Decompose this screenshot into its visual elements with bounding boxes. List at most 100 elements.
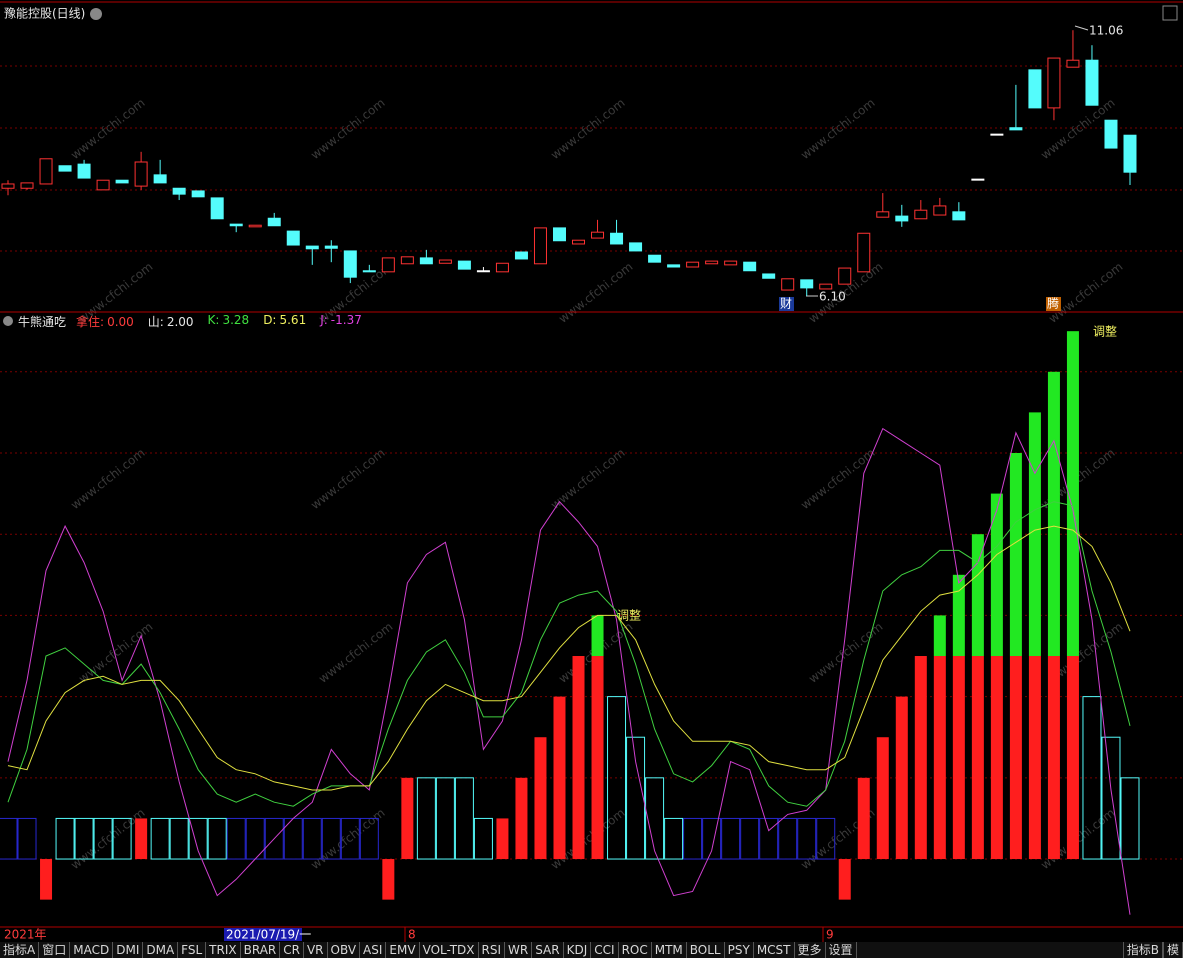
date-axis xyxy=(0,927,1183,942)
hollow-bar xyxy=(55,817,75,860)
readout-label: D: xyxy=(263,313,277,327)
toolbar-tab[interactable]: OBV xyxy=(328,942,361,958)
toolbar-tab[interactable]: BRAR xyxy=(241,942,281,958)
watermark-text: www.cfchi.com xyxy=(556,259,636,325)
date-label: 2021年 xyxy=(4,928,47,942)
watermark-text: www.cfchi.com xyxy=(68,96,148,162)
indicator-line xyxy=(7,427,1131,915)
hollow-bar xyxy=(797,817,817,860)
readout-label: K: xyxy=(207,313,220,327)
indicator-header: 牛熊通吃 拿住: 0.00 山: 2.00 K: 3.28 D: 5.61 J: -1.37 xyxy=(18,313,362,330)
hollow-bar xyxy=(664,817,684,860)
candle-body xyxy=(933,205,947,216)
red-bar xyxy=(895,696,908,860)
readout: J: -1.37 xyxy=(320,313,362,330)
hollow-bar xyxy=(645,777,665,860)
toolbar-tab[interactable]: 模 xyxy=(1162,942,1183,958)
hollow-bar xyxy=(454,777,474,860)
candle-body xyxy=(495,262,509,273)
candle-body xyxy=(248,224,262,228)
candle-body xyxy=(591,231,605,239)
toolbar-tab[interactable]: DMI xyxy=(113,942,144,958)
indicator-title: 牛熊通吃 xyxy=(18,315,67,329)
hollow-bar xyxy=(702,817,722,860)
candle-body xyxy=(819,283,833,290)
toolbar-tab[interactable]: ROC xyxy=(619,942,652,958)
toolbar-tab[interactable]: VOL-TDX xyxy=(420,942,479,958)
red-bar xyxy=(990,656,1003,860)
candle-body xyxy=(1085,59,1099,106)
toolbar-tab[interactable]: FSL xyxy=(178,942,207,958)
date-cursor-bg xyxy=(224,928,302,941)
annotation: 调整 xyxy=(1093,324,1117,339)
toolbar-tab[interactable]: 指标B xyxy=(1122,942,1163,958)
low-label: 6.10 xyxy=(819,290,846,304)
date-label: 9 xyxy=(826,928,834,942)
candle-body xyxy=(305,245,319,250)
candle-body xyxy=(153,174,167,184)
candle-body xyxy=(457,260,471,270)
red-bar xyxy=(496,818,509,860)
red-bar xyxy=(534,737,547,860)
toolbar-tab[interactable]: EMV xyxy=(386,942,420,958)
menu-icon[interactable] xyxy=(90,8,102,20)
toolbar-tab[interactable]: 设置 xyxy=(826,942,857,958)
green-bar xyxy=(990,493,1003,657)
hollow-bar xyxy=(0,817,18,860)
toolbar-tab[interactable]: BOLL xyxy=(687,942,725,958)
menu-icon[interactable] xyxy=(3,316,13,326)
toolbar-tab[interactable]: MTM xyxy=(652,942,687,958)
event-tag[interactable]: 腾 xyxy=(1047,296,1059,311)
hollow-bar xyxy=(359,817,379,860)
toolbar-tab[interactable]: 指标A xyxy=(0,942,40,958)
candle-body xyxy=(20,182,34,189)
toolbar-tab[interactable]: RSI xyxy=(479,942,506,958)
candle-body xyxy=(648,254,662,263)
toolbar-tab[interactable]: KDJ xyxy=(564,942,592,958)
toolbar-tab[interactable]: DMA xyxy=(143,942,179,958)
toolbar-tab[interactable]: CR xyxy=(280,942,304,958)
toolbar-tab[interactable]: 更多 xyxy=(795,942,826,958)
red-bar xyxy=(952,656,965,860)
candle-body xyxy=(990,133,1004,136)
candle-body xyxy=(134,161,148,187)
candle-body xyxy=(438,259,452,264)
candle-body xyxy=(286,230,300,246)
green-bar xyxy=(1028,412,1041,657)
red-bar xyxy=(553,696,566,860)
candle-body xyxy=(667,264,681,268)
candle-body xyxy=(58,165,72,172)
readout: 山: 2.00 xyxy=(148,313,194,330)
candle-body xyxy=(1028,69,1042,109)
close-icon[interactable] xyxy=(1162,5,1178,21)
toolbar-tab[interactable]: MCST xyxy=(754,942,795,958)
readout: K: 3.28 xyxy=(208,313,250,330)
readout-value: 3.28 xyxy=(222,313,250,327)
toolbar-tab[interactable]: PSY xyxy=(725,942,754,958)
indicator-line xyxy=(7,525,1131,791)
hollow-bar xyxy=(721,817,741,860)
candle-body xyxy=(1047,57,1061,109)
toolbar-tab[interactable]: CCI xyxy=(591,942,619,958)
toolbar-tab[interactable]: 窗口 xyxy=(39,942,71,958)
watermark-text: www.cfchi.com xyxy=(1046,259,1126,325)
toolbar-tab[interactable]: ASI xyxy=(360,942,387,958)
candle-body xyxy=(952,211,966,221)
event-tag[interactable]: 财 xyxy=(780,297,792,311)
hollow-bar xyxy=(321,817,341,860)
hollow-bar xyxy=(416,777,436,860)
red-bar xyxy=(382,859,395,900)
toolbar-tab[interactable]: MACD xyxy=(70,942,114,958)
red-bar xyxy=(40,859,53,900)
candle-body xyxy=(914,209,928,220)
readout-value: 5.61 xyxy=(279,313,307,327)
toolbar-tab[interactable]: WR xyxy=(505,942,533,958)
toolbar-tab[interactable]: SAR xyxy=(532,942,564,958)
toolbar: 指标A 窗口 MACD DMI DMA FSL TRIX BRAR CR VR OBV ASI EMV V… xyxy=(0,942,1183,958)
toolbar-tab[interactable]: TRIX xyxy=(206,942,241,958)
hollow-bar xyxy=(435,777,455,860)
toolbar-tab[interactable]: VR xyxy=(304,942,328,958)
green-bar xyxy=(933,615,946,657)
